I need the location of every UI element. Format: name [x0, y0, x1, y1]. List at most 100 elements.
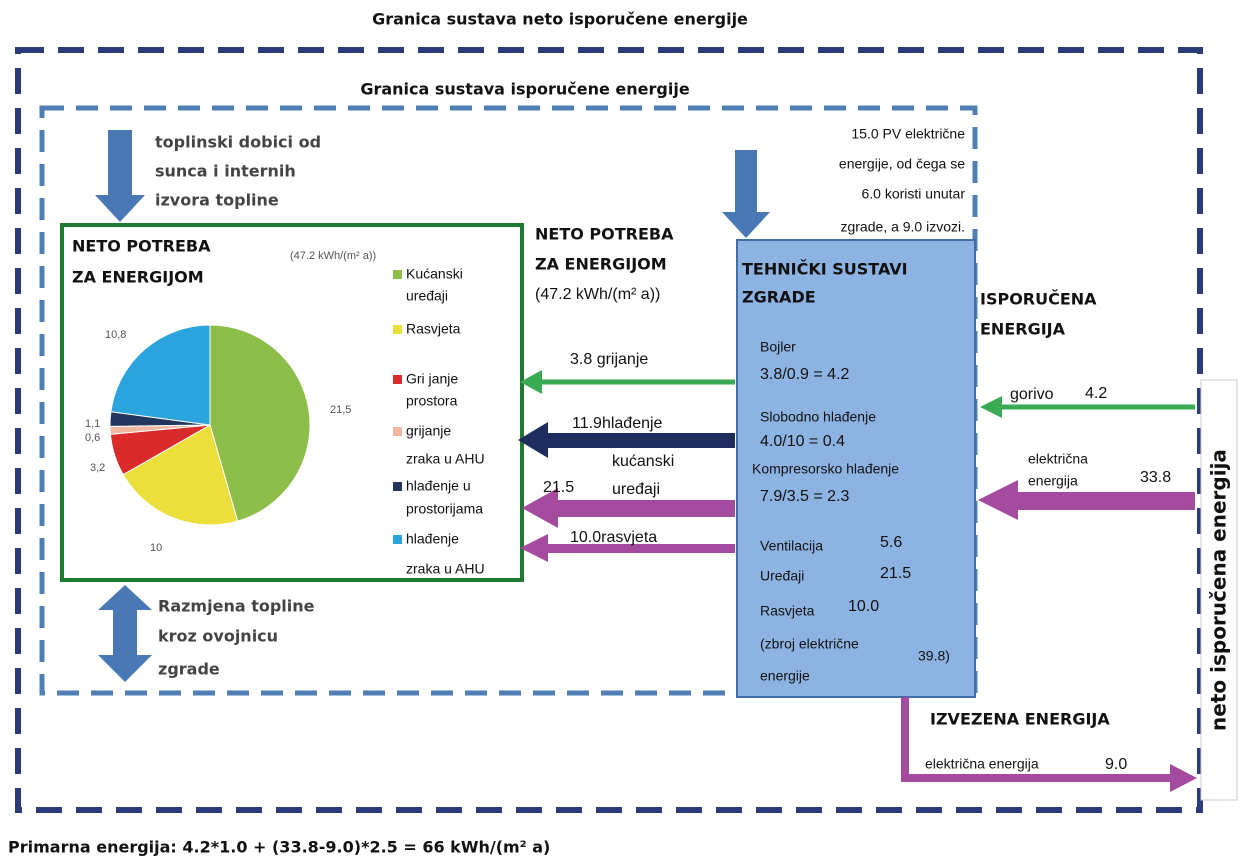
box-title: ZGRADE: [742, 288, 816, 307]
arrow: [108, 130, 132, 196]
label: 6.0 koristi unutar: [862, 186, 966, 202]
legend-label: hlađenje u: [406, 478, 471, 494]
arrow: [1015, 492, 1195, 510]
box-subtitle: (47.2 kWh/(m² a)): [290, 250, 376, 262]
legend-swatch: [393, 375, 402, 384]
label: 15.0 PV električne: [851, 126, 965, 142]
box-title: TEHNIČKI SUSTAVI: [742, 260, 908, 279]
legend-label: zraka u AHU: [406, 561, 485, 577]
label: 21.5: [880, 565, 911, 582]
label: gorivo: [1010, 386, 1054, 403]
flow-label: 10.0rasvjeta: [570, 529, 657, 546]
legend-swatch: [393, 325, 402, 334]
pie-slice: [209, 324, 311, 522]
flow-label: uređaji: [612, 481, 660, 498]
arrow: [545, 544, 735, 553]
net-delivered-box: [1200, 379, 1238, 801]
legend-label: Kućanski: [406, 266, 463, 282]
label: energija: [1028, 473, 1078, 489]
arrow: [901, 697, 1172, 782]
arrow: [1170, 764, 1197, 792]
slice-label: 10,8: [105, 329, 126, 341]
inner-title: Granica sustava isporučene energije: [360, 80, 690, 99]
label: električna: [1028, 451, 1088, 467]
arrow: [95, 195, 145, 222]
box-title: ZA ENERGIJOM: [72, 268, 204, 287]
label: električna energija: [925, 756, 1039, 772]
arrow: [518, 422, 548, 458]
slice-label: 1,1: [85, 418, 100, 430]
net-delivered-label: neto isporučena energija: [1207, 449, 1231, 731]
legend-label: prostorijama: [406, 501, 483, 517]
label: Uređaji: [760, 568, 804, 584]
arrow: [98, 585, 152, 682]
label: 39.8): [918, 648, 950, 664]
flow-label: 11.9hlađenje: [572, 415, 663, 432]
technical-systems-box: [736, 239, 976, 698]
label: 33.8: [1140, 469, 1171, 486]
label: zgrade, a 9.0 izvozi.: [840, 219, 965, 235]
slice-label: 10: [150, 542, 162, 554]
label: sunca i internih: [155, 162, 296, 181]
primary-energy: Primarna energija: 4.2*1.0 + (33.8-9.0)*…: [8, 838, 550, 857]
flow-label: kućanski: [612, 453, 674, 470]
label: ISPORUČENA: [980, 290, 1097, 309]
legend-swatch: [393, 270, 402, 279]
label: IZVEZENA ENERGIJA: [930, 710, 1110, 729]
label: 5.6: [880, 534, 902, 551]
flow-label: 3.8 grijanje: [570, 351, 648, 368]
arrow: [520, 534, 548, 562]
label: 7.9/3.5 = 2.3: [760, 488, 850, 505]
label: 4.0/10 = 0.4: [760, 433, 845, 450]
arrow: [555, 500, 735, 517]
label: energije, od čega se: [839, 156, 965, 172]
label: 3.8/0.9 = 4.2: [760, 366, 850, 383]
label: Bojler: [760, 339, 796, 355]
legend-label: hlađenje: [406, 531, 459, 547]
arrow: [545, 433, 735, 448]
label: 9.0: [1105, 756, 1127, 773]
label: toplinski dobici od: [155, 133, 321, 152]
label: izvora topline: [155, 191, 279, 210]
label: Slobodno hlađenje: [760, 409, 876, 425]
label: energije: [760, 668, 810, 684]
label: ZA ENERGIJOM: [535, 255, 667, 274]
outer-boundary: [15, 47, 1203, 813]
arrow: [522, 488, 558, 528]
legend-label: grijanje: [406, 423, 451, 439]
arrow: [978, 480, 1018, 520]
label: Razmjena topline: [158, 597, 315, 616]
label: 10.0: [848, 598, 879, 615]
legend-label: prostora: [406, 393, 458, 409]
label: kroz ovojnicu: [158, 627, 278, 646]
slice-label: 0,6: [85, 432, 100, 444]
label: Rasvjeta: [760, 603, 815, 619]
label: (zbroj električne: [760, 636, 859, 652]
legend-swatch: [393, 427, 402, 436]
legend-label: Rasvjeta: [406, 321, 461, 337]
legend-label: uređaji: [406, 288, 448, 304]
pie: 21,5 10 3,2 0,6 1,1 10,8 Kućanski uređaji Rasvje…: [85, 266, 485, 577]
label: Ventilacija: [760, 538, 823, 554]
pie-slice: [110, 324, 211, 426]
legend-swatch: [393, 482, 402, 491]
flow-label: 21.5: [543, 479, 574, 496]
label: NETO POTREBA: [535, 225, 674, 244]
label: Kompresorsko hlađenje: [752, 461, 899, 477]
label: (47.2 kWh/(m² a)): [535, 286, 660, 303]
pie-slice: [122, 424, 239, 526]
label: zgrade: [158, 660, 220, 679]
arrow: [722, 212, 770, 238]
label: ENERGIJA: [980, 320, 1066, 339]
outer-title: Granica sustava neto isporučene energije: [372, 10, 748, 29]
slice-label: 21,5: [330, 404, 351, 416]
legend-label: zraka u AHU: [406, 451, 485, 467]
legend-swatch: [393, 535, 402, 544]
box-title: NETO POTREBA: [72, 237, 211, 256]
legend-label: Gri janje: [406, 371, 458, 387]
slice-label: 3,2: [90, 462, 105, 474]
arrow: [735, 150, 757, 212]
arrow: [980, 396, 1002, 418]
label: 4.2: [1085, 385, 1107, 402]
